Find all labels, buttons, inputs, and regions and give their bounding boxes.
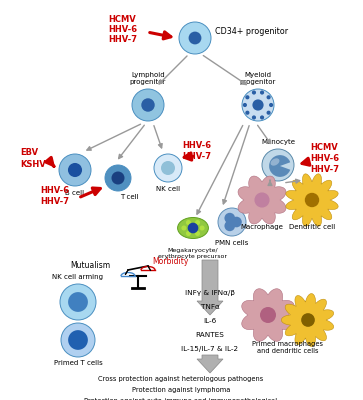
Text: NK cell: NK cell bbox=[156, 186, 180, 192]
Text: NK cell arming: NK cell arming bbox=[53, 274, 103, 280]
Text: TNFα: TNFα bbox=[201, 304, 219, 310]
Circle shape bbox=[245, 95, 249, 99]
Circle shape bbox=[161, 161, 175, 175]
Circle shape bbox=[252, 99, 264, 111]
Text: IL-15/IL-7 & IL-2: IL-15/IL-7 & IL-2 bbox=[182, 346, 238, 352]
Text: HHV-7: HHV-7 bbox=[310, 165, 339, 174]
Text: Primed macrophages
and dendritic cells: Primed macrophages and dendritic cells bbox=[253, 341, 323, 354]
Circle shape bbox=[266, 95, 271, 99]
Circle shape bbox=[132, 89, 164, 121]
Text: HHV-6: HHV-6 bbox=[40, 186, 69, 195]
Circle shape bbox=[231, 217, 242, 227]
Circle shape bbox=[245, 111, 249, 115]
Circle shape bbox=[188, 223, 198, 233]
Circle shape bbox=[242, 89, 274, 121]
Text: Lymphoid
progenitor: Lymphoid progenitor bbox=[130, 72, 166, 85]
Text: HCMV: HCMV bbox=[108, 15, 136, 24]
Circle shape bbox=[195, 231, 200, 236]
Circle shape bbox=[186, 220, 191, 225]
Circle shape bbox=[260, 307, 276, 323]
Circle shape bbox=[260, 115, 264, 120]
Text: T cell: T cell bbox=[120, 194, 139, 200]
Circle shape bbox=[68, 330, 88, 350]
Circle shape bbox=[182, 226, 187, 230]
Circle shape bbox=[111, 172, 125, 184]
Circle shape bbox=[301, 313, 315, 327]
Text: HHV-6: HHV-6 bbox=[310, 154, 339, 163]
Circle shape bbox=[189, 32, 201, 44]
Text: Primed T cells: Primed T cells bbox=[54, 360, 102, 366]
Circle shape bbox=[68, 292, 88, 312]
Circle shape bbox=[252, 115, 256, 120]
Circle shape bbox=[105, 165, 131, 191]
Wedge shape bbox=[269, 155, 290, 177]
Text: EBV: EBV bbox=[20, 148, 38, 157]
Circle shape bbox=[218, 208, 246, 236]
Text: HHV-7: HHV-7 bbox=[182, 152, 211, 161]
Circle shape bbox=[269, 103, 273, 107]
Circle shape bbox=[224, 220, 235, 231]
Text: Monocyte: Monocyte bbox=[261, 139, 295, 145]
Text: HHV-6: HHV-6 bbox=[108, 25, 137, 34]
Circle shape bbox=[68, 163, 82, 177]
Circle shape bbox=[252, 90, 256, 95]
FancyArrow shape bbox=[197, 355, 223, 373]
Text: Mutualism: Mutualism bbox=[70, 262, 110, 270]
Text: HCMV: HCMV bbox=[310, 143, 338, 152]
Polygon shape bbox=[281, 294, 334, 346]
Text: Megakaryocyte/
erythrocyte precursor: Megakaryocyte/ erythrocyte precursor bbox=[159, 248, 228, 259]
Text: Dendritic cell: Dendritic cell bbox=[289, 224, 335, 230]
Text: KSHV: KSHV bbox=[20, 160, 46, 169]
Circle shape bbox=[266, 111, 271, 115]
Circle shape bbox=[243, 103, 247, 107]
Circle shape bbox=[305, 193, 319, 207]
Circle shape bbox=[59, 154, 91, 186]
Circle shape bbox=[260, 90, 264, 95]
Text: B cell: B cell bbox=[65, 190, 85, 196]
Circle shape bbox=[61, 323, 95, 357]
Polygon shape bbox=[238, 176, 286, 224]
FancyArrow shape bbox=[197, 260, 223, 315]
Text: HHV-6: HHV-6 bbox=[182, 141, 211, 150]
Text: HHV-7: HHV-7 bbox=[40, 197, 69, 206]
Text: PMN cells: PMN cells bbox=[215, 240, 249, 246]
Text: Cross protection against heterologous pathogens: Cross protection against heterologous pa… bbox=[98, 376, 264, 382]
Text: Protection against lymphoma: Protection against lymphoma bbox=[132, 387, 230, 393]
Text: CD34+ progenitor: CD34+ progenitor bbox=[215, 28, 288, 36]
Circle shape bbox=[254, 192, 270, 208]
Circle shape bbox=[186, 231, 191, 236]
Text: IL-6: IL-6 bbox=[203, 318, 217, 324]
Polygon shape bbox=[286, 174, 338, 226]
Circle shape bbox=[262, 149, 294, 181]
Text: Macrophage: Macrophage bbox=[241, 224, 284, 230]
Ellipse shape bbox=[178, 218, 208, 238]
Circle shape bbox=[60, 284, 96, 320]
Circle shape bbox=[179, 22, 211, 54]
Circle shape bbox=[224, 213, 235, 224]
Circle shape bbox=[200, 226, 205, 230]
Text: Protection against auto-immune and immunopathological: Protection against auto-immune and immun… bbox=[85, 398, 278, 400]
Polygon shape bbox=[242, 289, 294, 341]
Circle shape bbox=[154, 154, 182, 182]
Text: RANTES: RANTES bbox=[196, 332, 224, 338]
Text: HHV-7: HHV-7 bbox=[108, 35, 137, 44]
Text: Morbidity: Morbidity bbox=[152, 258, 188, 266]
Ellipse shape bbox=[270, 158, 280, 166]
Circle shape bbox=[195, 220, 200, 225]
Circle shape bbox=[141, 98, 155, 112]
Text: Myeloid
progenitor: Myeloid progenitor bbox=[240, 72, 276, 85]
Text: INFγ & IFNα/β: INFγ & IFNα/β bbox=[185, 290, 235, 296]
